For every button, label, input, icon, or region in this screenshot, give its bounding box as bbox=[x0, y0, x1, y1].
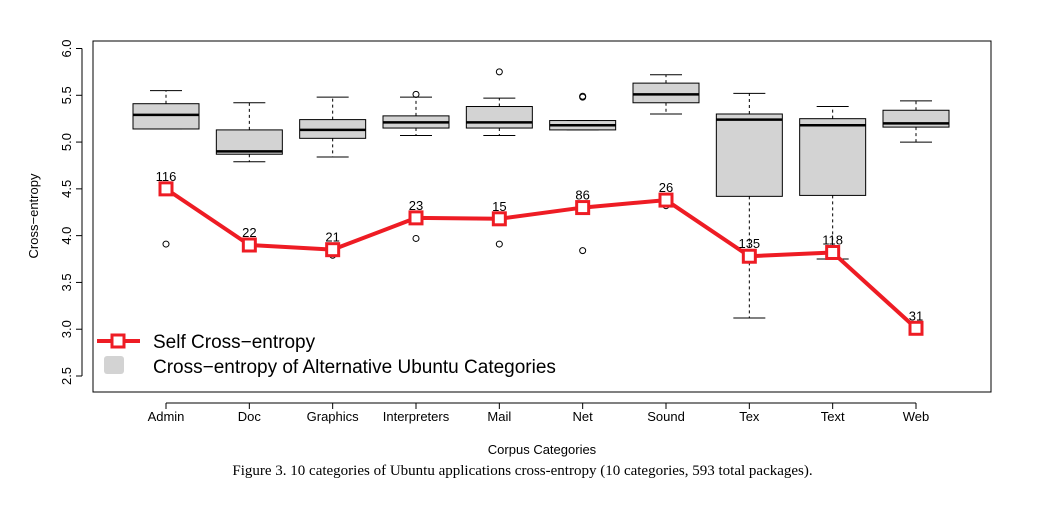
self-cross-entropy-line bbox=[164, 187, 918, 330]
legend-box-swatch bbox=[104, 356, 124, 374]
package-count-label: 118 bbox=[822, 232, 843, 247]
y-tick-label: 5.0 bbox=[59, 133, 74, 151]
outlier-point bbox=[412, 90, 420, 98]
self-cross-entropy-layer: 116 22 21 23 15 86 26 135 118 31 bbox=[156, 169, 924, 336]
box-admin bbox=[132, 90, 200, 248]
x-tick-label: Web bbox=[903, 409, 930, 424]
box-tex bbox=[715, 92, 783, 319]
x-tick-label: Interpreters bbox=[383, 409, 450, 424]
y-axis-title: Cross−entropy bbox=[26, 173, 41, 258]
outlier-point bbox=[579, 92, 587, 100]
x-tick-label: Mail bbox=[487, 409, 511, 424]
x-tick-label: Sound bbox=[647, 409, 685, 424]
box-interpreters bbox=[382, 90, 450, 242]
legend-entry-alternative: Cross−entropy of Alternative Ubuntu Cate… bbox=[153, 357, 556, 378]
box-text bbox=[799, 106, 867, 260]
package-count-label: 86 bbox=[575, 188, 589, 203]
y-tick-label: 4.0 bbox=[59, 227, 74, 245]
self-cross-entropy-point bbox=[408, 210, 424, 226]
y-tick-label: 4.5 bbox=[59, 180, 74, 198]
self-cross-entropy-point bbox=[325, 242, 341, 258]
x-tick-label: Doc bbox=[238, 409, 262, 424]
x-tick-label: Text bbox=[821, 409, 845, 424]
legend: Self Cross−entropy Cross−entropy of Alte… bbox=[97, 332, 556, 378]
plot-frame bbox=[92, 40, 992, 393]
self-cross-entropy-point bbox=[741, 248, 757, 264]
package-count-label: 135 bbox=[738, 236, 760, 251]
package-count-label: 31 bbox=[909, 308, 923, 323]
box-iqr bbox=[132, 103, 200, 130]
x-axis-title: Corpus Categories bbox=[488, 442, 597, 457]
y-tick-label: 2.5 bbox=[59, 367, 74, 385]
box-graphics bbox=[299, 96, 367, 259]
box-sound bbox=[632, 74, 700, 210]
outlier-point bbox=[495, 68, 503, 76]
box-net bbox=[549, 92, 617, 255]
package-count-label: 116 bbox=[156, 169, 177, 184]
y-tick-label: 6.0 bbox=[59, 39, 74, 57]
self-cross-entropy-point bbox=[575, 200, 591, 216]
outlier-point bbox=[162, 240, 170, 248]
y-tick-label: 3.0 bbox=[59, 320, 74, 338]
self-cross-entropy-point bbox=[491, 211, 507, 227]
box-iqr bbox=[715, 113, 783, 197]
box-iqr bbox=[799, 118, 867, 196]
box-iqr bbox=[465, 106, 533, 129]
self-cross-entropy-point bbox=[658, 192, 674, 208]
x-tick-label: Graphics bbox=[307, 409, 360, 424]
self-cross-entropy-point bbox=[908, 320, 924, 336]
legend-entry-self: Self Cross−entropy bbox=[153, 332, 316, 353]
package-count-label: 22 bbox=[242, 225, 256, 240]
y-axis: 2.5 3.0 3.5 4.0 4.5 5.0 5.5 6.0 bbox=[59, 39, 83, 385]
x-axis: Admin Doc Graphics Interpreters Mail Net Sound… bbox=[148, 402, 930, 424]
package-count-label: 23 bbox=[409, 198, 423, 213]
boxplot-layer bbox=[132, 68, 950, 319]
y-tick-label: 5.5 bbox=[59, 86, 74, 104]
x-tick-label: Tex bbox=[739, 409, 760, 424]
outlier-point bbox=[579, 247, 587, 255]
x-tick-label: Admin bbox=[148, 409, 185, 424]
box-mail bbox=[465, 68, 533, 248]
y-tick-label: 3.5 bbox=[59, 273, 74, 291]
package-count-label: 21 bbox=[325, 230, 339, 245]
self-cross-entropy-point bbox=[241, 237, 257, 253]
package-count-label: 15 bbox=[492, 199, 506, 214]
box-doc bbox=[215, 102, 283, 163]
self-cross-entropy-point bbox=[825, 244, 841, 260]
outlier-point bbox=[412, 234, 420, 242]
figure-caption: Figure 3. 10 categories of Ubuntu applic… bbox=[232, 463, 813, 479]
box-web bbox=[882, 100, 950, 143]
self-cross-entropy-point bbox=[158, 181, 174, 197]
box-iqr bbox=[632, 82, 700, 104]
outlier-point bbox=[495, 240, 503, 248]
package-count-label: 26 bbox=[659, 180, 673, 195]
x-tick-label: Net bbox=[573, 409, 594, 424]
legend-line-marker bbox=[110, 333, 126, 349]
